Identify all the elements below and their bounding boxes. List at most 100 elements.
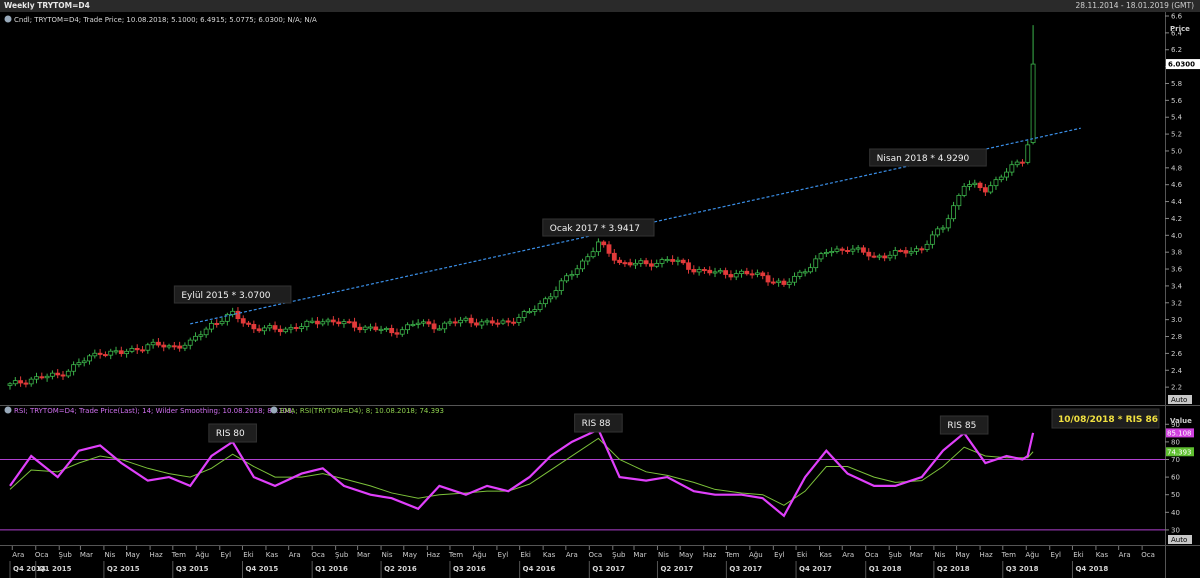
candle-body <box>177 345 183 349</box>
candle-body <box>712 271 718 274</box>
candle-body <box>781 280 787 285</box>
candle-body <box>463 317 469 321</box>
month-label: Haz <box>979 551 993 559</box>
candle-body <box>733 273 739 278</box>
candle-body <box>1020 161 1025 164</box>
candle-body <box>765 275 771 283</box>
rsi-tick-label: 90 <box>1171 421 1180 429</box>
candle-body <box>935 228 941 236</box>
candle-body <box>542 298 548 305</box>
candle-body <box>118 350 124 355</box>
month-label: Şub <box>335 551 349 559</box>
quarter-label: Q2 2017 <box>660 565 693 573</box>
month-label: May <box>955 551 969 559</box>
month-label: Tem <box>448 551 463 559</box>
quarter-label: Q2 2016 <box>384 565 417 573</box>
candle-body <box>240 318 246 324</box>
candle-body <box>924 243 930 250</box>
quarter-label: Q4 2015 <box>245 565 278 573</box>
month-label: Kas <box>819 551 832 559</box>
candle-body <box>876 255 882 258</box>
candle-body <box>643 260 649 265</box>
candle-body <box>511 321 516 324</box>
rsi-axis: 30 40 50 60 70 80 90 <box>1165 421 1180 534</box>
candle-body <box>707 269 713 274</box>
candle-body <box>44 375 50 379</box>
time-axis[interactable]: Ara Oca Şub Mar Nis May Haz Tem Ağu Eyl Eki Kas Ara O… <box>9 546 1155 578</box>
month-label: May <box>125 551 139 559</box>
candle-body <box>436 328 442 331</box>
price-annotation-box <box>869 148 987 167</box>
month-label: Nis <box>104 551 115 559</box>
month-label: Eyl <box>221 551 232 559</box>
month-label: Şub <box>889 551 903 559</box>
candle-body <box>23 382 29 385</box>
price-auto-button[interactable]: Auto <box>1168 395 1192 404</box>
candle-body <box>744 270 750 275</box>
candle-body <box>198 334 204 337</box>
ema-legend-icon[interactable] <box>270 406 278 414</box>
candle-body <box>633 262 638 266</box>
candle-body <box>447 321 453 324</box>
quarter-label: Q1 2015 <box>39 565 72 573</box>
candle-body <box>649 263 654 267</box>
rsi-annotation-label: RIS 88 <box>582 419 611 429</box>
candle-body <box>65 370 71 377</box>
candle-body <box>262 327 267 332</box>
month-label: Haz <box>149 551 163 559</box>
rsi-tick-label: 80 <box>1171 438 1180 446</box>
candle-body <box>235 310 241 320</box>
candle-body <box>696 269 702 273</box>
price-tick-label: 5.2 <box>1171 131 1182 139</box>
month-label: Nis <box>934 551 945 559</box>
candle-body <box>315 320 320 325</box>
quarter-label: Q3 2015 <box>176 565 209 573</box>
candle-body <box>97 352 103 355</box>
month-label: Mar <box>80 551 93 559</box>
candle-body <box>309 320 315 323</box>
candle-body <box>166 345 172 348</box>
price-tick-label: 5.0 <box>1171 147 1182 155</box>
candle-body <box>373 326 379 331</box>
candle-body <box>161 344 167 348</box>
price-legend-icon[interactable] <box>4 15 12 23</box>
candle-body <box>1014 161 1020 166</box>
candle-body <box>293 326 299 329</box>
candle-body <box>829 251 835 254</box>
price-tick-label: 6.2 <box>1171 46 1182 54</box>
chart-canvas[interactable]: Cndl; TRYTOM=D4; Trade Price; 10.08.2018… <box>0 12 1200 578</box>
candle-body <box>341 321 347 325</box>
candle-body <box>330 319 336 323</box>
month-label: Ağu <box>749 551 763 559</box>
candle-body <box>871 255 877 258</box>
rsi-tick-label: 30 <box>1171 526 1180 534</box>
ema-last-label: 74.393 <box>1167 448 1192 456</box>
rsi-auto-button[interactable]: Auto <box>1168 535 1192 544</box>
rsi-legend-icon[interactable] <box>4 406 12 414</box>
candle-body <box>505 320 511 323</box>
rsi-tick-label: 40 <box>1171 509 1180 517</box>
candle-body <box>755 272 760 275</box>
month-label: Nis <box>658 551 669 559</box>
ema-line <box>9 437 1034 506</box>
candle-body <box>638 260 644 264</box>
candle-body <box>850 248 856 252</box>
candle-body <box>945 218 951 229</box>
candle-body <box>564 275 569 282</box>
candle-body <box>691 269 697 273</box>
candle-body <box>617 259 623 263</box>
quarter-label: Q1 2016 <box>315 565 348 573</box>
month-label: Eki <box>520 551 530 559</box>
candle-body <box>903 250 909 254</box>
price-tick-label: 4.8 <box>1171 164 1182 172</box>
candle-body <box>813 258 819 269</box>
candle-body <box>516 317 522 323</box>
candle-body <box>585 256 591 262</box>
month-label: Mar <box>357 551 370 559</box>
month-label: Eki <box>243 551 253 559</box>
candle-body <box>728 274 734 278</box>
month-label: Ağu <box>473 551 487 559</box>
candle-body <box>760 272 766 277</box>
candle-body <box>866 251 872 257</box>
price-tick-label: 6.6 <box>1171 13 1183 21</box>
